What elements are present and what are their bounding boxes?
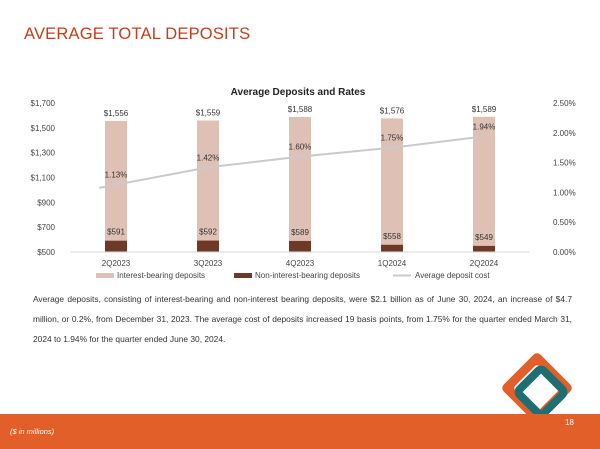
y-left-tick-label: $1,700 bbox=[31, 99, 56, 108]
bar-label-interest-bearing: $1,589 bbox=[472, 105, 497, 114]
y-right-tick-label: 0.50% bbox=[553, 218, 576, 227]
x-tick-label: 1Q2024 bbox=[378, 259, 407, 268]
y-right-tick-label: 1.00% bbox=[553, 188, 576, 197]
y-left-tick-label: $900 bbox=[37, 198, 55, 207]
line-label-average-deposit-cost: 1.60% bbox=[289, 143, 312, 152]
legend-label-non-interest-bearing: Non-interest-bearing deposits bbox=[255, 271, 360, 280]
bar-label-interest-bearing: $1,588 bbox=[288, 105, 313, 114]
bar-non-interest-bearing bbox=[197, 240, 219, 252]
legend-swatch-interest-bearing bbox=[96, 273, 114, 278]
bar-label-non-interest-bearing: $589 bbox=[291, 228, 309, 237]
bar-non-interest-bearing bbox=[473, 245, 495, 252]
legend-label-average-deposit-cost: Average deposit cost bbox=[415, 271, 490, 280]
bar-interest-bearing bbox=[105, 120, 127, 252]
y-left-tick-label: $1,300 bbox=[31, 149, 56, 158]
y-left-tick-label: $700 bbox=[37, 223, 55, 232]
x-tick-label: 3Q2023 bbox=[194, 259, 223, 268]
logo-teal-square bbox=[514, 365, 568, 419]
body-text: Average deposits, consisting of interest… bbox=[33, 294, 572, 344]
bar-non-interest-bearing bbox=[105, 240, 127, 252]
bar-label-non-interest-bearing: $592 bbox=[199, 228, 217, 237]
bar-label-interest-bearing: $1,576 bbox=[380, 106, 405, 115]
y-left-tick-label: $500 bbox=[37, 248, 55, 257]
slide-title: AVERAGE TOTAL DEPOSITS bbox=[24, 25, 251, 43]
bar-non-interest-bearing bbox=[289, 240, 311, 252]
bar-label-non-interest-bearing: $549 bbox=[475, 233, 493, 242]
legend-label-interest-bearing: Interest-bearing deposits bbox=[117, 271, 205, 280]
bar-interest-bearing bbox=[473, 116, 495, 252]
line-label-average-deposit-cost: 1.94% bbox=[473, 122, 496, 131]
y-right-tick-label: 2.00% bbox=[553, 129, 576, 138]
point-average-deposit-cost bbox=[299, 155, 301, 158]
point-average-deposit-cost bbox=[207, 166, 209, 169]
y-right-tick-label: 2.50% bbox=[553, 99, 576, 108]
deposits-chart: Average Deposits and Rates $1,556 $591 $1,… bbox=[31, 87, 576, 280]
x-tick-label: 2Q2023 bbox=[102, 259, 131, 268]
bar-interest-bearing bbox=[197, 120, 219, 252]
y-left-tick-label: $1,100 bbox=[31, 174, 56, 183]
point-average-deposit-cost bbox=[391, 146, 393, 149]
bar-interest-bearing bbox=[289, 116, 311, 252]
line-average-deposit-cost bbox=[98, 135, 485, 189]
bar-label-non-interest-bearing: $558 bbox=[383, 232, 401, 241]
bar-interest-bearing bbox=[381, 118, 403, 252]
y-left-tick-label: $1,500 bbox=[31, 124, 56, 133]
x-tick-label: 4Q2023 bbox=[286, 259, 315, 268]
line-label-average-deposit-cost: 1.13% bbox=[105, 171, 128, 180]
point-average-deposit-cost bbox=[483, 135, 485, 138]
line-label-average-deposit-cost: 1.42% bbox=[197, 153, 220, 162]
chart-title: Average Deposits and Rates bbox=[231, 87, 366, 98]
bar-non-interest-bearing bbox=[381, 244, 403, 252]
legend-swatch-non-interest-bearing bbox=[234, 273, 252, 278]
line-label-average-deposit-cost: 1.75% bbox=[381, 134, 404, 143]
y-right-tick-label: 0.00% bbox=[553, 248, 576, 257]
page-number: 18 bbox=[565, 418, 574, 427]
x-tick-label: 2Q2024 bbox=[470, 259, 499, 268]
bar-label-interest-bearing: $1,556 bbox=[104, 109, 129, 118]
y-right-tick-label: 1.50% bbox=[553, 159, 576, 168]
bar-label-non-interest-bearing: $591 bbox=[107, 228, 125, 237]
footer-bar: ($ in millions) bbox=[0, 414, 600, 449]
point-average-deposit-cost bbox=[115, 183, 117, 186]
bar-label-interest-bearing: $1,559 bbox=[196, 109, 221, 118]
footnote: ($ in millions) bbox=[10, 427, 55, 436]
